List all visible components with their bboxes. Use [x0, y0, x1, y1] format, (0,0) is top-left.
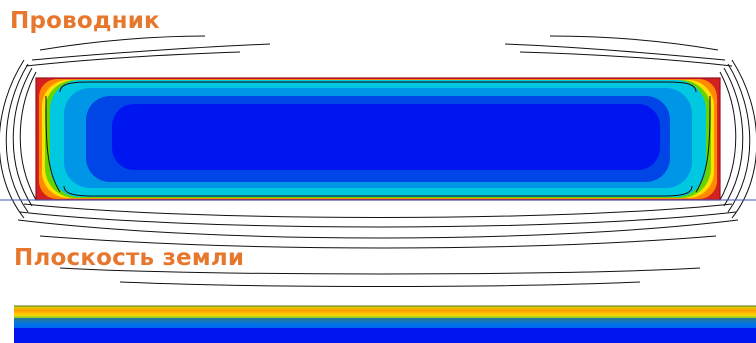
- ground-plane: [14, 305, 756, 343]
- conductor: [35, 77, 721, 201]
- conductor-label: Проводник: [10, 8, 160, 34]
- field-lines-bottom: [17, 203, 739, 287]
- field-lines-right: [719, 59, 756, 219]
- field-lines-top: [25, 35, 733, 67]
- ground-plane-label: Плоскость земли: [14, 245, 245, 271]
- conductor-core: [112, 104, 660, 170]
- field-lines-left: [0, 59, 37, 219]
